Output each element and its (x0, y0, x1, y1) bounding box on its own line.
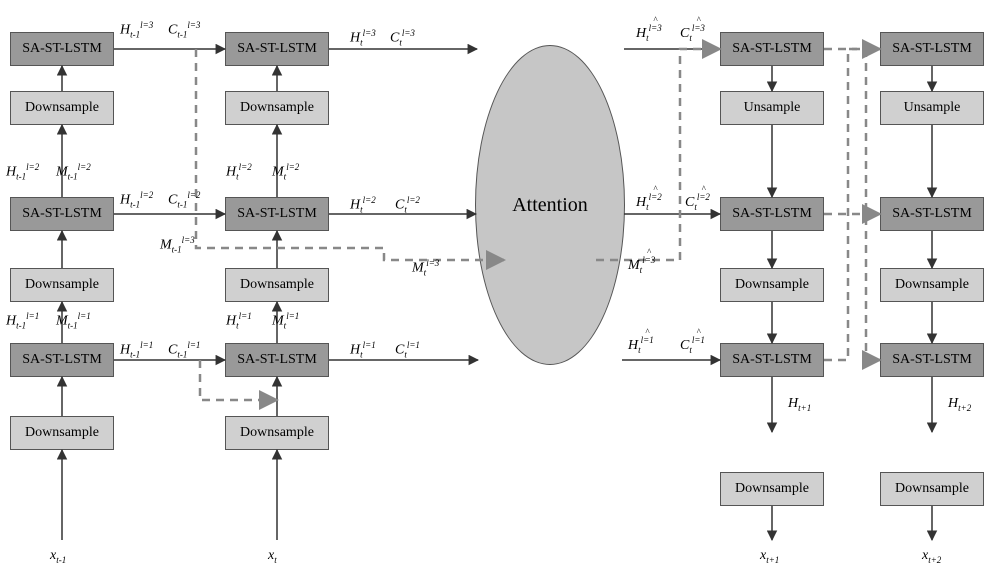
c2r4-lstm-box: SA-ST-LSTM (720, 343, 824, 377)
math-label-16: Mt-1l=3 (160, 235, 195, 254)
math-label-11: Ct-1l=2 (168, 190, 200, 209)
c0r0-lstm-box: SA-ST-LSTM (10, 32, 114, 66)
c3r4-lstm-box: SA-ST-LSTM (880, 343, 984, 377)
c1r3-down-box: Downsample (225, 268, 329, 302)
math-label-19: Ht-1l=1 (6, 311, 39, 330)
c1r0-lstm-box: SA-ST-LSTM (225, 32, 329, 66)
math-label-13: Ctl=2 (395, 195, 420, 214)
math-label-0: Ht-1l=3 (120, 20, 153, 39)
math-label-14: Ht^l=2 (636, 185, 662, 212)
c0r4-lstm-box: SA-ST-LSTM (10, 343, 114, 377)
c2r1-up-box: Unsample (720, 91, 824, 125)
c3r6-down-box: Downsample (880, 472, 984, 506)
math-label-27: Ht^l=1 (628, 328, 654, 355)
c2r6-down-box: Downsample (720, 472, 824, 506)
math-label-32: xt (268, 548, 277, 565)
math-label-5: Ct^l=3 (680, 16, 705, 43)
attention-ellipse: Attention (475, 45, 625, 365)
math-label-25: Htl=1 (350, 340, 376, 359)
c2r3-down-box: Downsample (720, 268, 824, 302)
c2r0-lstm-box: SA-ST-LSTM (720, 32, 824, 66)
c0r1-down-box: Downsample (10, 91, 114, 125)
c0r5-down-box: Downsample (10, 416, 114, 450)
c3r3-down-box: Downsample (880, 268, 984, 302)
c3r2-lstm-box: SA-ST-LSTM (880, 197, 984, 231)
math-label-22: Mtl=1 (272, 311, 299, 330)
math-label-2: Htl=3 (350, 28, 376, 47)
c3r1-up-box: Unsample (880, 91, 984, 125)
c2r2-lstm-box: SA-ST-LSTM (720, 197, 824, 231)
c1r2-lstm-box: SA-ST-LSTM (225, 197, 329, 231)
math-label-33: xt+1 (760, 548, 779, 565)
math-label-15: Ct^l=2 (685, 185, 710, 212)
math-label-9: Mtl=2 (272, 162, 299, 181)
c0r2-lstm-box: SA-ST-LSTM (10, 197, 114, 231)
math-label-4: Ht^l=3 (636, 16, 662, 43)
math-label-29: Ht+1 (788, 396, 811, 413)
math-label-23: Ht-1l=1 (120, 340, 153, 359)
math-label-6: Ht-1l=2 (6, 162, 39, 181)
math-label-3: Ctl=3 (390, 28, 415, 47)
math-label-1: Ct-1l=3 (168, 20, 200, 39)
math-label-20: Mt-1l=1 (56, 311, 91, 330)
c3r0-lstm-box: SA-ST-LSTM (880, 32, 984, 66)
math-label-21: Htl=1 (226, 311, 252, 330)
c1r4-lstm-box: SA-ST-LSTM (225, 343, 329, 377)
math-label-8: Htl=2 (226, 162, 252, 181)
math-label-17: Mtl=3 (412, 258, 439, 277)
math-label-7: Mt-1l=2 (56, 162, 91, 181)
c1r5-down-box: Downsample (225, 416, 329, 450)
math-label-18: Mt^l=3 (628, 248, 655, 275)
math-label-26: Ctl=1 (395, 340, 420, 359)
math-label-24: Ct-1l=1 (168, 340, 200, 359)
math-label-28: Ct^l=1 (680, 328, 705, 355)
math-label-31: xt-1 (50, 548, 66, 565)
c0r3-down-box: Downsample (10, 268, 114, 302)
math-label-30: Ht+2 (948, 396, 971, 413)
c1r1-down-box: Downsample (225, 91, 329, 125)
math-label-34: xt+2 (922, 548, 941, 565)
math-label-12: Htl=2 (350, 195, 376, 214)
math-label-10: Ht-1l=2 (120, 190, 153, 209)
